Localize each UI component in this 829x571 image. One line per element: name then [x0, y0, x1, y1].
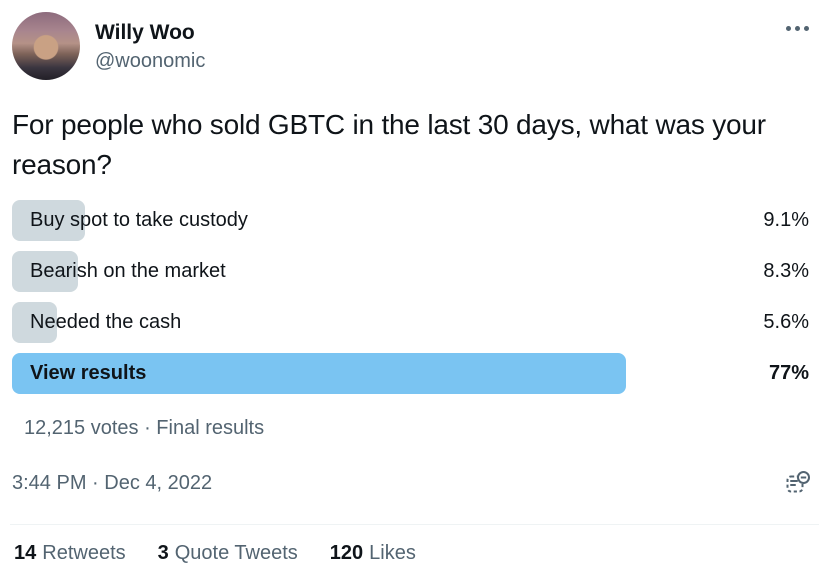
tweet-text: For people who sold GBTC in the last 30 …	[12, 109, 766, 180]
quote-tweets-count: 3	[157, 542, 169, 564]
timestamp[interactable]: 3:44 PM · Dec 4, 2022	[12, 471, 213, 494]
poll-option-label: Needed the cash	[30, 311, 182, 333]
poll-option-bar	[12, 200, 85, 241]
poll-option-percent: 9.1%	[763, 209, 809, 231]
poll-option-label: Buy spot to take custody	[30, 209, 248, 231]
divider	[10, 524, 819, 525]
avatar[interactable]	[12, 12, 80, 80]
poll-options: Buy spot to take custody 9.1% Bearish on t…	[12, 200, 809, 394]
poll-option-label: View results	[30, 362, 147, 384]
retweets-stat[interactable]: 14 Retweets	[14, 542, 126, 565]
quote-tweets-stat[interactable]: 3 Quote Tweets	[158, 542, 298, 565]
poll-option-bar	[12, 251, 79, 292]
poll-option[interactable]: Buy spot to take custody 9.1%	[12, 200, 809, 241]
likes-label: Likes	[369, 542, 416, 564]
poll-option-bar	[12, 302, 57, 343]
retweets-label: Retweets	[42, 542, 126, 564]
more-options-icon[interactable]	[786, 12, 809, 31]
view-tweet-activity-icon[interactable]	[783, 468, 813, 498]
poll-option-percent: 8.3%	[763, 260, 809, 282]
poll-option[interactable]: View results 77%	[12, 353, 809, 394]
likes-stat[interactable]: 120 Likes	[330, 542, 416, 565]
author-handle[interactable]: @woonomic	[95, 50, 206, 72]
poll-option-label: Bearish on the market	[30, 260, 226, 282]
poll-option-percent: 5.6%	[763, 311, 809, 333]
tweet-header: Willy Woo @woonomic	[0, 12, 829, 80]
likes-count: 120	[329, 542, 364, 564]
poll-option-bar	[12, 353, 626, 394]
tweet-meta-row: 3:44 PM · Dec 4, 2022	[0, 468, 829, 498]
poll-votes-summary: 12,215 votes · Final results	[24, 417, 265, 439]
poll: Buy spot to take custody 9.1% Bearish on t…	[0, 200, 829, 440]
poll-option[interactable]: Bearish on the market 8.3%	[12, 251, 809, 292]
author-identity[interactable]: Willy Woo @woonomic	[95, 12, 205, 74]
author-name[interactable]: Willy Woo	[95, 21, 195, 44]
poll-option-percent: 77%	[768, 362, 809, 384]
retweets-count: 14	[14, 542, 37, 564]
quote-tweets-label: Quote Tweets	[174, 542, 298, 564]
poll-option[interactable]: Needed the cash 5.6%	[12, 302, 809, 343]
engagement-stats: 14 Retweets 3 Quote Tweets 120 Likes	[0, 525, 829, 565]
